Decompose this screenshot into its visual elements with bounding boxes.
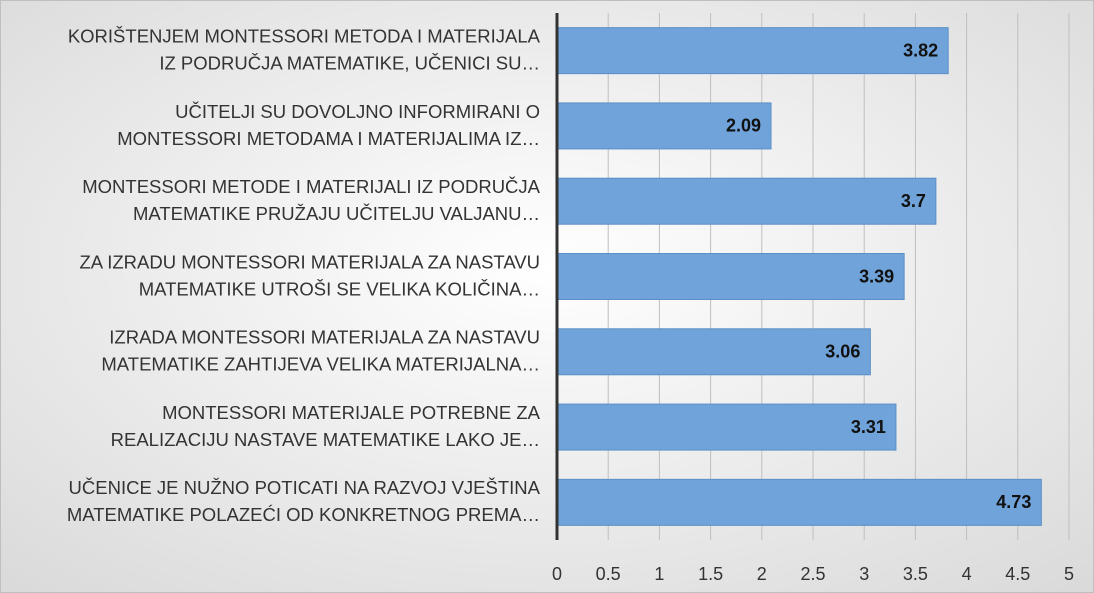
- bar: [556, 253, 905, 300]
- category-label: ZA IZRADU MONTESSORI MATERIJALA ZA NASTA…: [79, 251, 540, 272]
- x-tick-label: 1.5: [698, 564, 723, 584]
- x-tick-label: 5: [1064, 564, 1074, 584]
- category-label: REALIZACIJU NASTAVE MATEMATIKE LAKO JE…: [111, 429, 540, 450]
- category-label: MATEMATIKE ZAHTIJEVA VELIKA MATERIJALNA…: [101, 354, 540, 375]
- value-label: 3.31: [851, 417, 886, 437]
- x-tick-label: 4: [962, 564, 972, 584]
- x-tick-label: 2: [757, 564, 767, 584]
- bar: [556, 328, 871, 376]
- category-label: IZRADA MONTESSORI MATERIJALA ZA NASTAVU: [109, 327, 540, 348]
- bar: [556, 403, 897, 451]
- category-label: KORIŠTENJEM MONTESSORI METODA I MATERIJA…: [68, 26, 541, 47]
- bar: [556, 478, 1042, 526]
- bar: [556, 102, 772, 150]
- bar: [556, 177, 937, 225]
- category-label: MONTESSORI MATERIJALE POTREBNE ZA: [162, 402, 541, 423]
- value-label: 3.7: [901, 191, 926, 211]
- x-tick-label: 3.5: [903, 564, 928, 584]
- value-label: 4.73: [996, 492, 1031, 512]
- value-label: 3.82: [903, 40, 938, 60]
- x-tick-label: 2.5: [800, 564, 825, 584]
- category-label: MATEMATIKE UTROŠI SE VELIKA KOLIČINA…: [139, 278, 540, 299]
- category-label: IZ PODRUČJA MATEMATIKE, UČENICI SU…: [159, 53, 540, 74]
- category-label: UČITELJI SU DOVOLJNO INFORMIRANI O: [175, 101, 540, 122]
- category-label: UČENICE JE NUŽNO POTICATI NA RAZVOJ VJEŠ…: [69, 477, 541, 498]
- x-tick-label: 0.5: [596, 564, 621, 584]
- category-label: MATEMATIKE PRUŽAJU UČITELJU VALJANU…: [133, 203, 540, 224]
- value-label: 3.06: [825, 342, 860, 362]
- category-label: MONTESSORI METODE I MATERIJALI IZ PODRUČ…: [82, 176, 540, 197]
- bar: [556, 27, 949, 75]
- value-label: 3.39: [859, 266, 894, 286]
- category-label: MATEMATIKE POLAZEĆI OD KONKRETNOG PREMA…: [67, 504, 540, 525]
- value-label: 2.09: [726, 116, 761, 136]
- x-tick-label: 3: [859, 564, 869, 584]
- x-tick-label: 0: [552, 564, 562, 584]
- x-tick-label: 4.5: [1005, 564, 1030, 584]
- x-tick-label: 1: [654, 564, 664, 584]
- category-label: MONTESSORI METODAMA I MATERIJALIMA IZ…: [117, 128, 540, 149]
